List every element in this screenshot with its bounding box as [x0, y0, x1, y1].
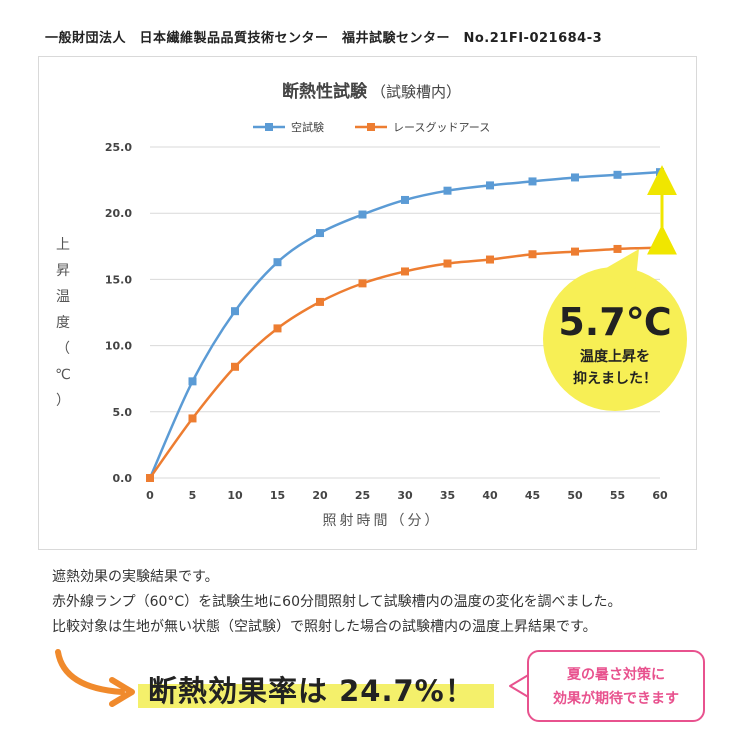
y-tick-label: 20.0: [105, 207, 132, 220]
chart-legend: 空試験 レースグッドアース: [253, 120, 490, 134]
x-tick-label: 55: [610, 489, 625, 502]
data-point: [443, 259, 452, 268]
difference-annotation: 5.7℃ 温度上昇を 抑えました！: [543, 249, 687, 411]
x-axis-label: 照射時間（分）: [323, 513, 442, 529]
data-point: [188, 377, 197, 386]
annotation-value: 5.7℃: [558, 300, 671, 344]
y-label-char: ℃: [55, 367, 71, 383]
headline-highlight: [138, 684, 494, 708]
data-point: [273, 258, 282, 267]
data-point: [401, 195, 409, 204]
y-tick-label: 5.0: [113, 406, 133, 419]
data-point: [486, 255, 494, 264]
description-line-1: 遮熱効果の実験結果です。: [52, 569, 219, 585]
annotation-pointer: [601, 249, 639, 289]
x-tick-label: 0: [146, 489, 154, 502]
chart-panel: 断熱性試験 （試験槽内） 空試験 レースグッドアース 0.0 5.0 10.0 15.0…: [38, 56, 697, 550]
data-point: [316, 297, 324, 306]
headline-text: 断熱効果率は 24.7%！: [148, 674, 475, 708]
bubble-line-1: 夏の暑さ対策に: [567, 667, 665, 683]
legend-label: レースグッドアース: [393, 120, 490, 134]
data-point: [571, 173, 579, 182]
x-tick-label: 45: [525, 489, 540, 502]
data-point: [528, 250, 537, 259]
data-point: [358, 210, 367, 219]
x-tick-label: 50: [567, 489, 583, 502]
y-tick-label: 0.0: [113, 472, 133, 485]
data-point: [146, 474, 154, 482]
x-tick-label: 60: [652, 489, 668, 502]
x-tick-label: 20: [312, 489, 328, 502]
x-tick-label: 5: [189, 489, 197, 502]
data-point: [316, 229, 324, 238]
data-point: [613, 170, 622, 179]
chart-series: [146, 165, 677, 482]
data-point: [358, 279, 367, 288]
data-point: [188, 414, 197, 423]
speech-bubble-tail: [509, 673, 531, 699]
legend-label: 空試験: [291, 120, 324, 134]
x-tick-label: 15: [270, 489, 285, 502]
speech-bubble: 夏の暑さ対策に 効果が期待できます: [527, 650, 705, 722]
x-tick-label: 10: [227, 489, 243, 502]
annotation-circle: [543, 267, 687, 411]
y-label-char: 上: [56, 237, 70, 253]
description-line-3: 比較対象は生地が無い状態（空試験）で照射した場合の試験槽内の温度上昇結果です。: [52, 619, 597, 635]
data-point: [656, 243, 664, 252]
report-header: 一般財団法人 日本繊維製品品質技術センター 福井試験センター No.21FI-0…: [45, 31, 603, 46]
curved-arrow-icon: [55, 649, 135, 707]
y-label-char: （: [56, 341, 70, 357]
x-tick-label: 35: [440, 489, 455, 502]
y-tick-label: 25.0: [105, 141, 132, 154]
data-point: [273, 324, 282, 333]
y-axis-ticks: 0.0 5.0 10.0 15.0 20.0 25.0: [105, 141, 132, 485]
data-point: [486, 181, 494, 190]
description-line-2: 赤外線ランプ（60°C）を試験生地に60分間照射して試験槽内の温度の変化を調べま…: [52, 594, 622, 610]
y-label-char: 昇: [56, 263, 70, 279]
y-label-char: ）: [56, 393, 70, 409]
x-tick-label: 40: [482, 489, 498, 502]
legend-marker: [367, 123, 375, 131]
annotation-line2: 抑えました！: [573, 370, 657, 387]
data-point: [528, 177, 537, 186]
x-tick-label: 25: [355, 489, 370, 502]
y-tick-label: 10.0: [105, 340, 132, 353]
x-tick-label: 30: [397, 489, 413, 502]
line-chart: 断熱性試験 （試験槽内） 空試験 レースグッドアース 0.0 5.0 10.0 15.0…: [55, 81, 687, 529]
data-point: [231, 362, 239, 371]
headline: 断熱効果率は 24.7%！: [138, 664, 494, 710]
data-point: [443, 186, 452, 195]
y-label-char: 温: [56, 289, 70, 305]
data-point: [231, 307, 239, 316]
bubble-line-2: 効果が期待できます: [553, 691, 679, 707]
chart-grid: [150, 146, 660, 479]
chart-title-note: （試験槽内）: [371, 83, 461, 101]
chart-title: 断熱性試験: [282, 81, 368, 102]
annotation-line1: 温度上昇を: [580, 348, 650, 365]
data-point: [656, 168, 664, 177]
data-point: [613, 244, 622, 253]
y-tick-label: 15.0: [105, 273, 132, 286]
y-label-char: 度: [56, 315, 70, 331]
data-point: [401, 267, 409, 276]
x-axis-ticks: 0 5 10 15 20 25 30 35 40 45 50 55 60: [146, 489, 668, 502]
data-point: [571, 247, 579, 256]
legend-marker: [265, 123, 273, 131]
